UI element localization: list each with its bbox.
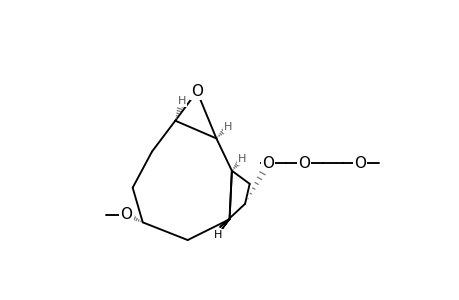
Text: O: O [297,155,309,170]
Text: H: H [237,154,246,164]
Text: O: O [262,155,274,170]
Text: H: H [178,96,186,106]
Text: H: H [224,122,232,132]
Text: O: O [190,84,202,99]
Text: O: O [353,155,365,170]
Polygon shape [218,219,229,235]
Text: O: O [120,207,132,222]
Text: H: H [213,230,222,240]
